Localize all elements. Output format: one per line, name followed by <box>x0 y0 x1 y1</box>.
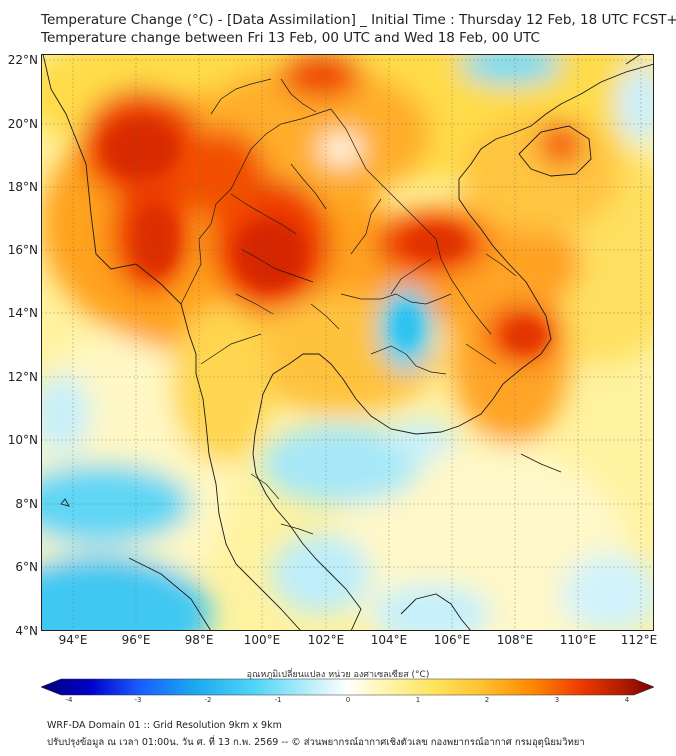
lon-label-98: 98°E <box>184 633 214 647</box>
colorbar <box>41 678 654 696</box>
colorbar-tick: -4 <box>65 696 73 704</box>
colorbar-tick: 4 <box>624 696 630 704</box>
lat-lon-gridlines <box>41 54 654 631</box>
lat-label-14: 14°N <box>7 306 38 320</box>
colorbar-tick: 2 <box>484 696 490 704</box>
country-borders <box>180 78 517 535</box>
lat-label-6: 6°N <box>15 560 38 574</box>
lon-label-108: 108°E <box>496 633 534 647</box>
temperature-field-cores <box>103 119 546 352</box>
lat-label-18: 18°N <box>7 180 38 194</box>
lat-label-10: 10°N <box>7 433 38 447</box>
colorbar-tick: 3 <box>554 696 560 704</box>
lat-label-22: 22°N <box>7 53 38 67</box>
map-title-line-2: Temperature change between Fri 13 Feb, 0… <box>41 30 540 46</box>
lon-label-112: 112°E <box>620 633 658 647</box>
colorbar-tick: -1 <box>274 696 282 704</box>
footer-domain-info: WRF-DA Domain 01 :: Grid Resolution 9km … <box>47 720 282 731</box>
lon-label-102: 102°E <box>307 633 345 647</box>
lon-label-100: 100°E <box>243 633 281 647</box>
map-frame <box>41 54 654 631</box>
lat-label-20: 20°N <box>7 117 38 131</box>
lat-label-12: 12°N <box>7 370 38 384</box>
colorbar-label: อุณหภูมิเปลี่ยนแปลง หน่วย องศาเซลเซียส (… <box>246 670 430 680</box>
colorbar-tick: -3 <box>134 696 142 704</box>
lat-label-4: 4°N <box>15 624 38 638</box>
lon-label-96: 96°E <box>121 633 151 647</box>
temperature-change-map <box>41 54 654 631</box>
coastlines <box>42 54 654 631</box>
colorbar-tick: 1 <box>415 696 421 704</box>
map-title-line-1: Temperature Change (°C) - [Data Assimila… <box>41 12 676 28</box>
colorbar-tick: -2 <box>204 696 212 704</box>
lat-label-8: 8°N <box>15 497 38 511</box>
colorbar-tick: 0 <box>345 696 351 704</box>
lat-label-16: 16°N <box>7 243 38 257</box>
footer-credit: ปรับปรุงข้อมูล ณ เวลา 01:00น. วัน ศ. ที่… <box>47 737 585 748</box>
lon-label-104: 104°E <box>370 633 408 647</box>
lon-label-94: 94°E <box>58 633 88 647</box>
lon-label-106: 106°E <box>433 633 471 647</box>
lon-label-110: 110°E <box>559 633 597 647</box>
